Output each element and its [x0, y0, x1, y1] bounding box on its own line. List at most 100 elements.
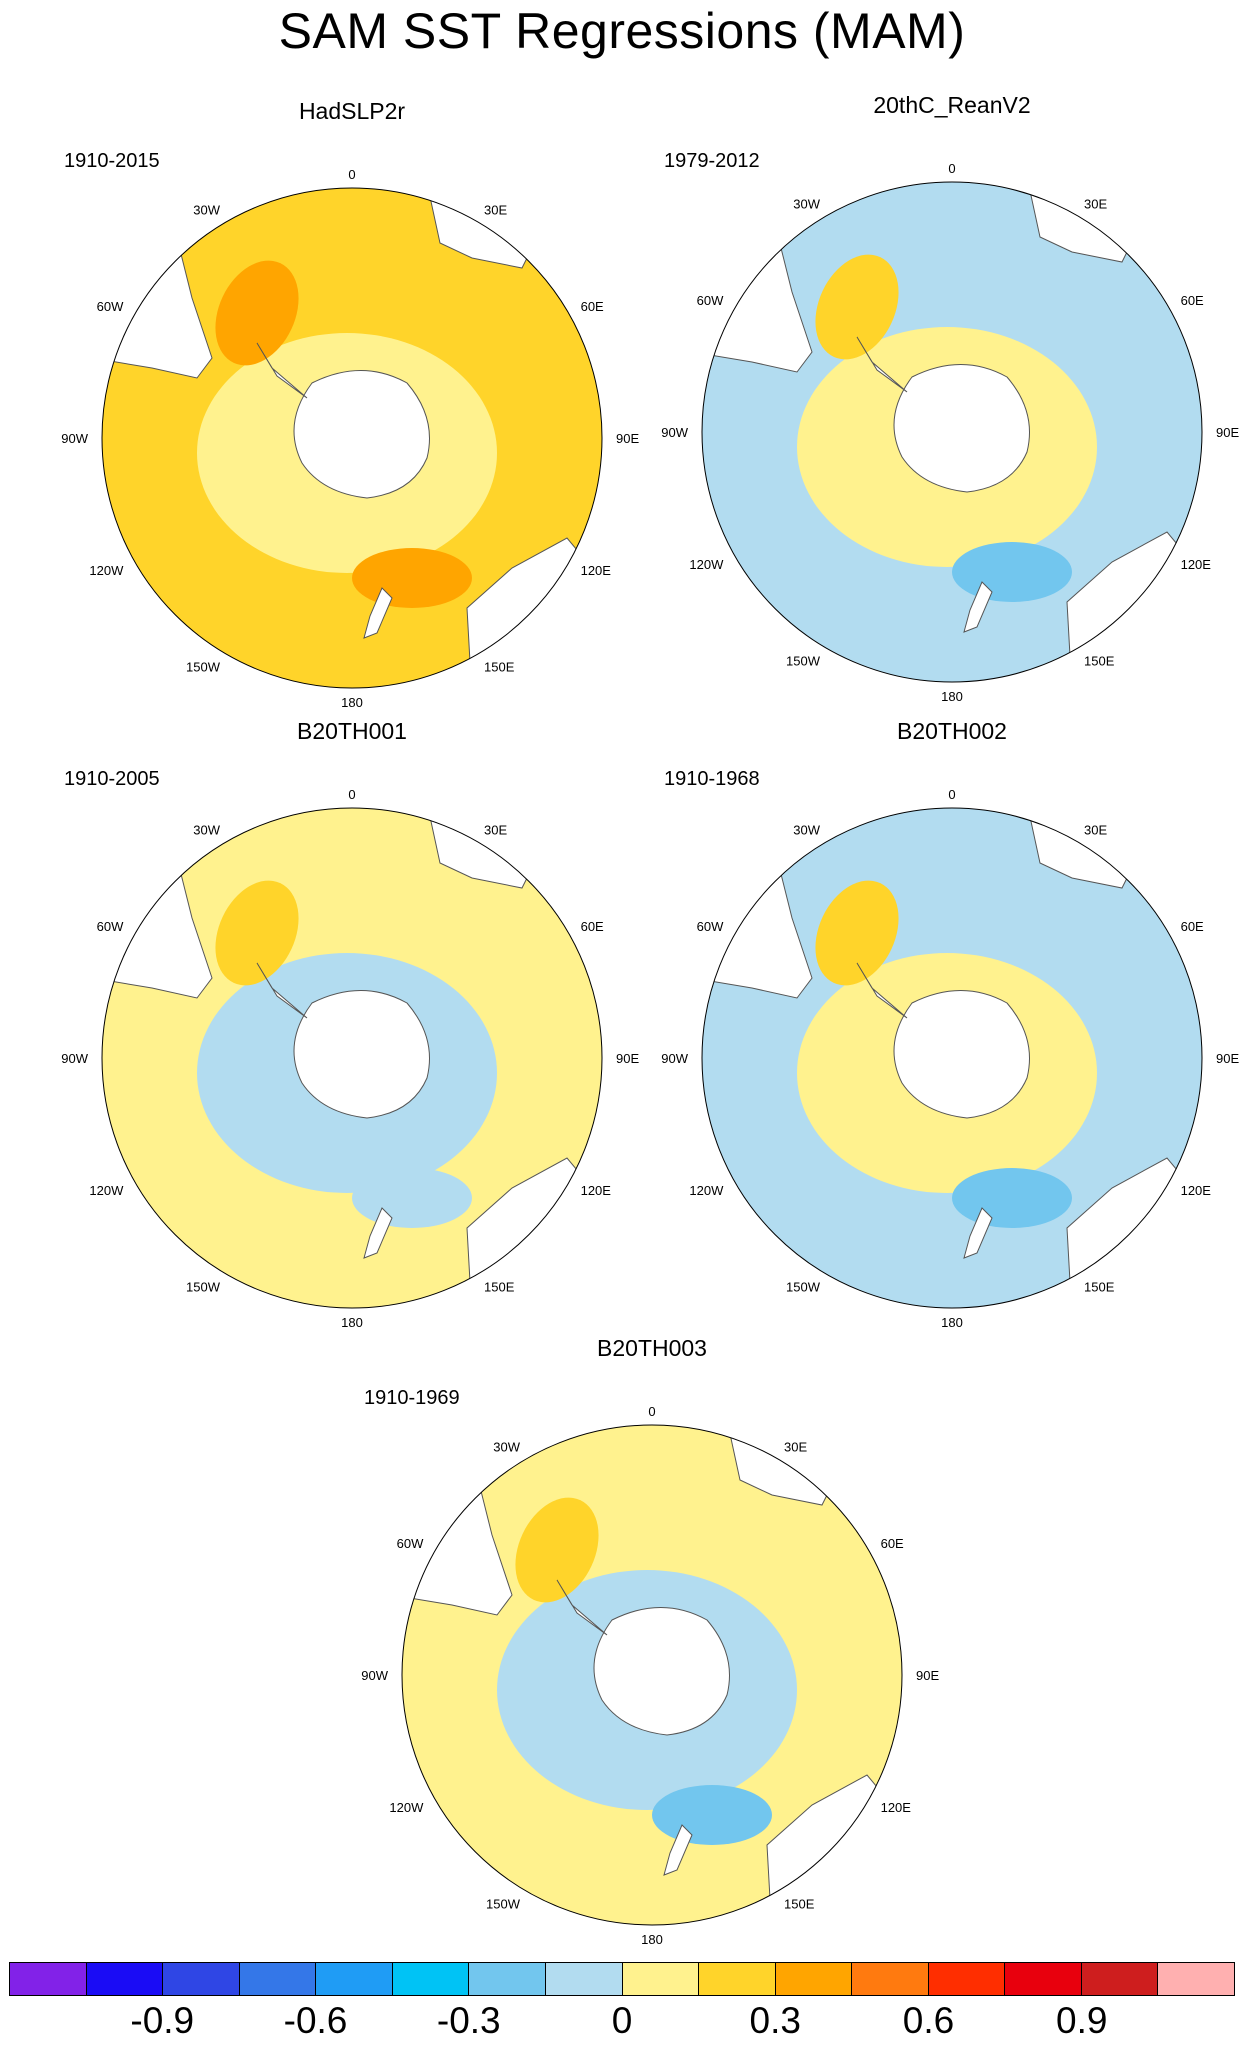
colorbar-tick-label: 0.9	[1056, 2000, 1108, 2041]
sst-anomaly-patch	[652, 1785, 772, 1845]
antarctica-landmass	[893, 990, 1030, 1119]
sst-anomaly-patch	[352, 548, 472, 608]
panel-title: HadSLP2r	[298, 98, 406, 124]
sst-anomaly-patch	[215, 880, 299, 986]
longitude-label-60e: 60E	[1181, 293, 1204, 308]
antarctica-landmass	[293, 370, 430, 499]
longitude-label-30w: 30W	[493, 1439, 520, 1454]
longitude-label-90w: 90W	[61, 1051, 88, 1066]
map-border	[701, 181, 1203, 683]
new-zealand-landmass	[363, 1207, 393, 1259]
longitude-label-60e: 60E	[581, 919, 604, 934]
longitude-label-30e: 30E	[784, 1439, 807, 1454]
longitude-label-60e: 60E	[881, 1536, 904, 1551]
longitude-label-120w: 120W	[89, 1183, 124, 1198]
polar-map: 0 30E 60E 90E 120E 150E 180 150W 120W 90W 60W 30W	[61, 167, 639, 710]
panel-title: B20TH002	[897, 718, 1007, 744]
colorbar-labels: -0.9 -0.6 -0.3 0 0.3 0.6 0.9	[0, 2000, 1244, 2046]
panel-period: 1910-1969	[364, 1387, 460, 1409]
longitude-label-180: 180	[941, 689, 963, 704]
colorbar-swatch	[699, 1963, 776, 1995]
colorbar-swatch	[775, 1963, 853, 1995]
colorbar-swatch	[1158, 1963, 1234, 1995]
longitude-label-30w: 30W	[193, 822, 220, 837]
polar-map: 0 30E 60E 90E 120E 150E 180 150W 120W 90W 60W 30W	[61, 787, 639, 1330]
longitude-label-60w: 60W	[397, 1536, 424, 1551]
colorbar-swatch	[239, 1963, 317, 1995]
new-zealand-landmass	[363, 587, 393, 639]
antarctic-peninsula-landmass	[556, 1579, 608, 1636]
longitude-label-30e: 30E	[484, 202, 507, 217]
sst-anomaly-patch	[215, 260, 299, 366]
map-border	[701, 807, 1203, 1309]
map-border	[101, 187, 603, 689]
longitude-label-90e: 90E	[1216, 1051, 1239, 1066]
panel-period: 1910-1968	[664, 768, 760, 790]
panel-period: 1910-2015	[64, 150, 160, 172]
longitude-label-150e: 150E	[484, 1280, 515, 1295]
longitude-label-150e: 150E	[784, 1897, 815, 1912]
colorbar-swatch	[86, 1963, 164, 1995]
colorbar-swatch	[545, 1963, 623, 1995]
panel-period: 1910-2005	[64, 768, 160, 790]
longitude-label-120w: 120W	[689, 1183, 724, 1198]
panel-period: 1979-2012	[664, 150, 760, 172]
sst-anomaly-patch	[952, 1168, 1072, 1228]
longitude-label-120w: 120W	[89, 563, 124, 578]
new-zealand-landmass	[963, 581, 993, 633]
colorbar-tick-label: -0.3	[436, 2000, 501, 2041]
antarctic-peninsula-landmass	[856, 962, 908, 1019]
longitude-label-120w: 120W	[689, 557, 724, 572]
longitude-label-120e: 120E	[581, 1183, 612, 1198]
colorbar-swatch	[928, 1963, 1006, 1995]
sst-anomaly-patch	[815, 880, 899, 986]
longitude-label-60e: 60E	[1181, 919, 1204, 934]
map-panel-b20th003: B20TH003 1910-1969 0 30E 60E 90E 120E 150E 180 15…	[361, 1335, 942, 1947]
colorbar-tick-label: 0.6	[902, 2000, 955, 2041]
colorbar-swatch	[1081, 1963, 1159, 1995]
colorbar-tick-label: 0	[611, 2000, 633, 2041]
colorbar-swatch	[316, 1963, 393, 1995]
longitude-label-60w: 60W	[97, 299, 124, 314]
longitude-label-60w: 60W	[697, 293, 724, 308]
longitude-label-180: 180	[341, 695, 363, 710]
longitude-label-150e: 150E	[1084, 654, 1115, 669]
colorbar-tick-label: -0.6	[283, 2000, 348, 2041]
longitude-label-120w: 120W	[389, 1800, 424, 1815]
colorbar-swatch	[622, 1963, 700, 1995]
longitude-label-90w: 90W	[61, 431, 88, 446]
new-zealand-landmass	[663, 1824, 693, 1876]
longitude-label-0: 0	[348, 787, 355, 802]
colorbar-swatch	[852, 1963, 929, 1995]
antarctica-landmass	[293, 990, 430, 1119]
longitude-label-120e: 120E	[581, 563, 612, 578]
longitude-label-180: 180	[941, 1315, 963, 1330]
longitude-label-150w: 150W	[186, 660, 221, 675]
longitude-label-180: 180	[341, 1315, 363, 1330]
longitude-label-150w: 150W	[186, 1280, 221, 1295]
colorbar-tick-label: 0.3	[749, 2000, 801, 2041]
longitude-label-30w: 30W	[793, 196, 820, 211]
figure-title: SAM SST Regressions (MAM)	[278, 3, 966, 59]
longitude-label-30w: 30W	[793, 822, 820, 837]
longitude-label-90e: 90E	[916, 1668, 939, 1683]
new-zealand-landmass	[963, 1207, 993, 1259]
antarctic-peninsula-landmass	[256, 962, 308, 1019]
longitude-label-60e: 60E	[581, 299, 604, 314]
polar-map: 0 30E 60E 90E 120E 150E 180 150W 120W 90W 60W 30W	[361, 1404, 939, 1947]
longitude-label-150w: 150W	[786, 1280, 821, 1295]
antarctica-landmass	[893, 364, 1030, 493]
colorbar-swatch	[10, 1963, 87, 1995]
colorbar	[9, 1962, 1235, 1996]
colorbar-tick-label: -0.9	[130, 2000, 195, 2041]
map-border	[101, 807, 603, 1309]
longitude-label-90e: 90E	[616, 431, 639, 446]
longitude-label-30e: 30E	[1084, 822, 1107, 837]
sst-anomaly-patch	[352, 1168, 472, 1228]
map-panel-20thc: 20thC_ReanV2 1979-2012 0 30E 60E 90E 120E 150E 1…	[661, 92, 1242, 704]
panel-title: B20TH001	[297, 718, 407, 744]
polar-map: 0 30E 60E 90E 120E 150E 180 150W 120W 90W 60W 30W	[661, 787, 1239, 1330]
longitude-label-90w: 90W	[661, 425, 688, 440]
longitude-label-30e: 30E	[484, 822, 507, 837]
longitude-label-90w: 90W	[661, 1051, 688, 1066]
